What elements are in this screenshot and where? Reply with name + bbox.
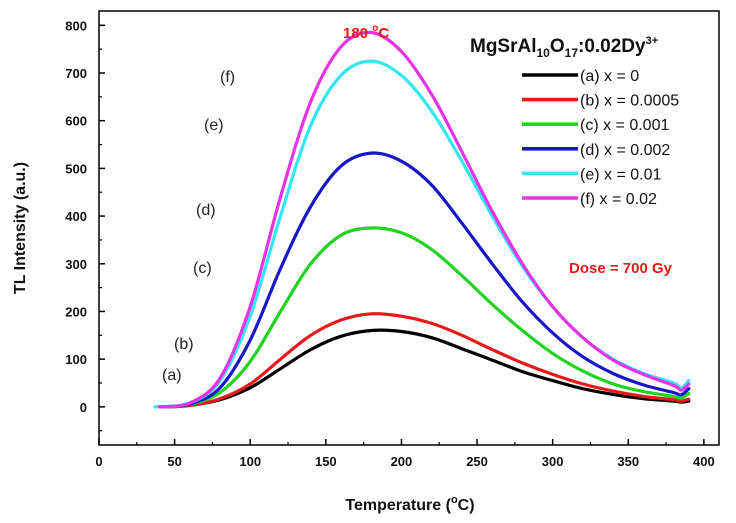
curve-label-f: (f) (220, 69, 235, 86)
y-tick-label: 100 (65, 352, 87, 367)
x-tick-label: 400 (693, 454, 715, 469)
x-tick-label: 250 (466, 454, 488, 469)
legend-label-c: (c) x = 0.001 (580, 117, 669, 134)
series-line-a (165, 328, 691, 409)
legend-label-d: (d) x = 0.002 (580, 142, 670, 159)
peak-temperature-label: 180 oC (343, 23, 389, 42)
series-line-d (157, 151, 691, 409)
legend-label-b: (b) x = 0.0005 (580, 93, 679, 110)
y-tick-label: 700 (65, 66, 87, 81)
curve-label-a: (a) (162, 367, 182, 384)
y-tick-label: 800 (65, 18, 87, 33)
curve-label-c: (c) (193, 260, 212, 277)
y-tick-label: 500 (65, 161, 87, 176)
curve-label-e: (e) (204, 117, 224, 134)
x-tick-label: 350 (617, 454, 639, 469)
x-tick-label: 150 (315, 454, 337, 469)
legend-label-f: (f) x = 0.02 (580, 191, 657, 208)
dose-label: Dose = 700 Gy (569, 260, 673, 277)
legend: (a) x = 0 (b) x = 0.0005 (c) x = 0.001 (d) … (522, 68, 679, 208)
plot-frame (98, 10, 720, 446)
curve-labels: (a) (b) (c) (d) (e) (f) (162, 69, 235, 384)
y-tick-label: 300 (65, 257, 87, 272)
series-line-e (153, 59, 691, 409)
y-tick-label: 400 (65, 209, 87, 224)
x-axis-title: Temperature (oC) (345, 494, 474, 514)
y-tick-label: 0 (80, 400, 87, 415)
series-line-c (157, 226, 691, 409)
legend-label-a: (a) x = 0 (580, 68, 639, 85)
series-line-f (157, 30, 691, 409)
chart-title: MgSrAl10O17:0.02Dy3+ (470, 35, 658, 60)
x-tick-label: 100 (239, 454, 261, 469)
legend-label-e: (e) x = 0.01 (580, 166, 661, 183)
x-tick-label: 50 (167, 454, 181, 469)
x-tick-label: 300 (542, 454, 564, 469)
y-tick-label: 600 (65, 114, 87, 129)
y-axis-title: TL Intensity (a.u.) (12, 162, 29, 294)
series-lines (153, 30, 691, 409)
x-tick-label: 0 (95, 454, 102, 469)
x-axis-ticks: 0 50 100 150 200 250 300 350 400 (95, 439, 715, 469)
curve-label-b: (b) (174, 336, 194, 353)
y-axis-ticks: 0 100 200 300 400 500 600 700 800 (65, 18, 105, 432)
curve-label-d: (d) (196, 202, 216, 219)
x-tick-label: 200 (391, 454, 413, 469)
series-line-b (165, 312, 691, 409)
y-tick-label: 200 (65, 304, 87, 319)
